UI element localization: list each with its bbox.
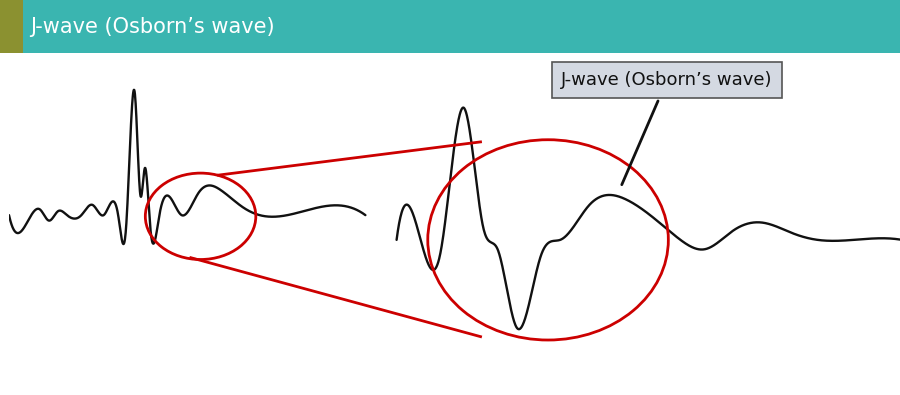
Text: J-wave (Osborn’s wave): J-wave (Osborn’s wave) xyxy=(562,71,773,185)
Bar xyxy=(0,0,22,53)
Text: J-wave (Osborn’s wave): J-wave (Osborn’s wave) xyxy=(30,17,274,37)
